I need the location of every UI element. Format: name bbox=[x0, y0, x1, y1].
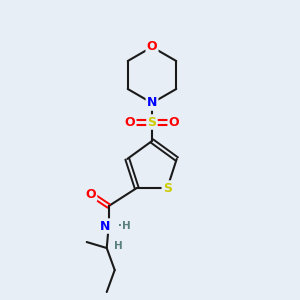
Text: ·H: ·H bbox=[118, 221, 130, 231]
Text: S: S bbox=[163, 182, 172, 194]
Text: H: H bbox=[114, 241, 123, 251]
Text: O: O bbox=[125, 116, 135, 128]
Text: N: N bbox=[147, 97, 157, 110]
Text: O: O bbox=[85, 188, 96, 200]
Text: O: O bbox=[169, 116, 179, 128]
Text: O: O bbox=[147, 40, 157, 53]
Text: S: S bbox=[148, 116, 157, 128]
Text: N: N bbox=[100, 220, 110, 232]
